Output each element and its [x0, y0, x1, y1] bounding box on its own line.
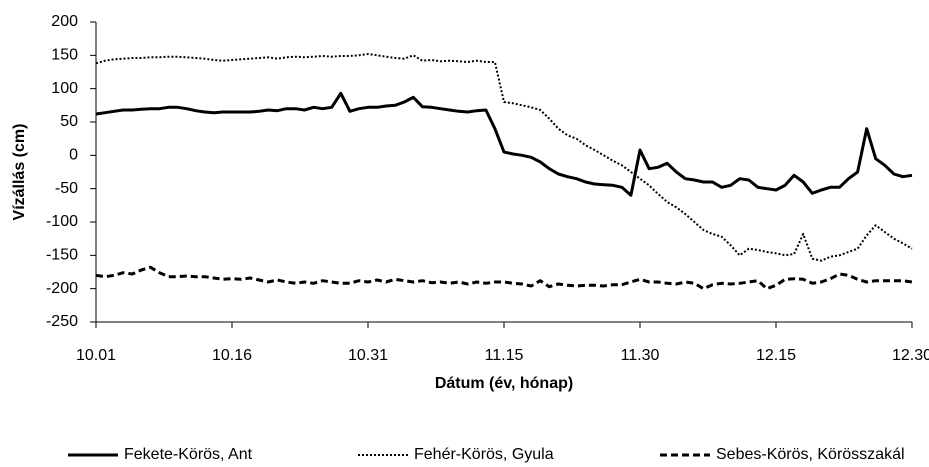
y-tick-label: -150	[46, 247, 78, 264]
x-axis-title: Dátum (év, hónap)	[435, 375, 573, 392]
y-tick-label: -100	[46, 213, 78, 230]
y-tick-label: -50	[55, 180, 78, 197]
x-tick-label: 12.30	[892, 347, 929, 364]
series-line	[95, 53, 913, 262]
series-line	[95, 265, 913, 291]
x-tick-label: 11.15	[485, 347, 524, 364]
y-tick-label: 100	[51, 80, 78, 97]
y-tick-label: -200	[46, 280, 78, 297]
y-tick-label: 200	[51, 13, 78, 30]
y-tick-label: 50	[60, 113, 78, 130]
y-axis-title: Vízállás (cm)	[11, 124, 28, 221]
x-tick-label: 10.16	[212, 347, 252, 364]
y-tick-label: 150	[51, 47, 78, 64]
x-tick-label: 11.30	[621, 347, 660, 364]
legend-label: Fehér-Körös, Gyula	[414, 446, 554, 463]
legend-label: Sebes-Körös, Körösszakál	[716, 446, 905, 463]
x-tick-label: 10.31	[348, 347, 388, 364]
y-tick-label: -250	[46, 313, 78, 330]
series-line	[95, 91, 913, 197]
legend-label: Fekete-Körös, Ant	[124, 446, 253, 463]
x-tick-label: 12.15	[756, 347, 796, 364]
y-tick-label: 0	[69, 147, 78, 164]
x-tick-label: 10.01	[76, 347, 116, 364]
